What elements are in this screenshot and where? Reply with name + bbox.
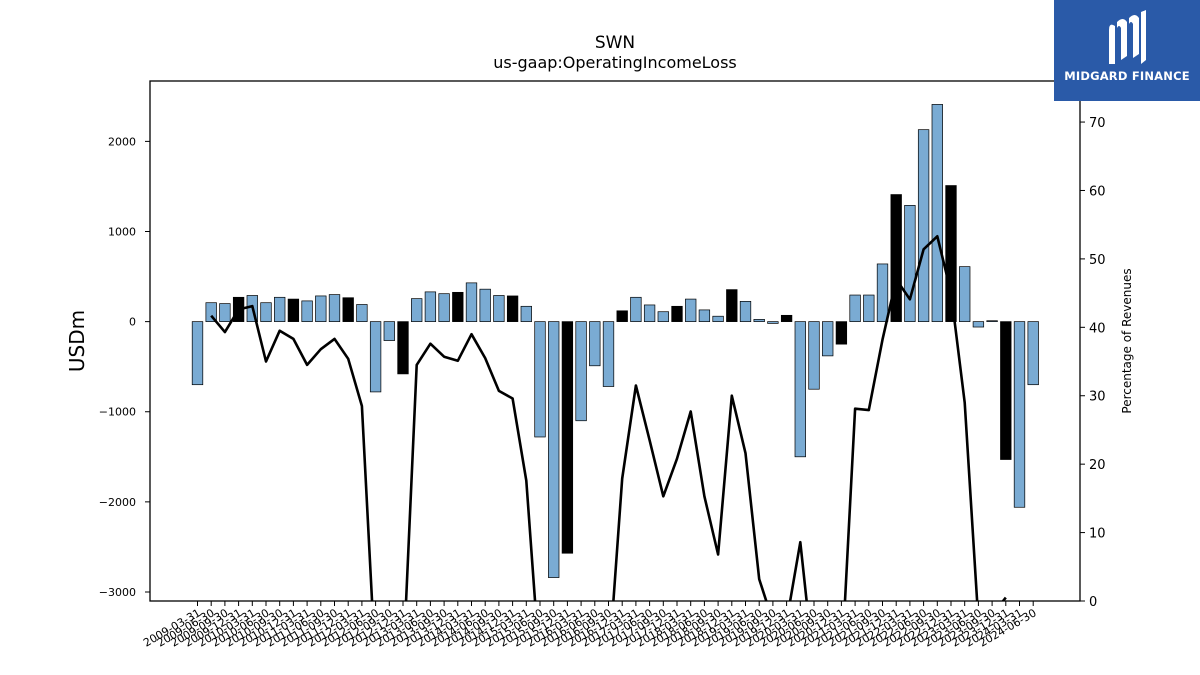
y-tick-label: −3000 xyxy=(99,586,136,599)
bar-2017-09-30 xyxy=(657,311,669,322)
bar-2012-03-31 xyxy=(356,304,368,322)
bar-2016-09-30 xyxy=(602,321,615,387)
bar-2017-03-31 xyxy=(630,296,642,322)
bar-2013-09-30 xyxy=(438,293,450,322)
brand-name: MIDGARD FINANCE xyxy=(1064,69,1190,83)
bar-2021-09-30 xyxy=(876,263,889,322)
bar-2012-12-31 xyxy=(397,321,409,375)
y-axis-right: 0 10 20 30 40 50 60 70 xyxy=(1080,116,1106,610)
y-tick-label: 2000 xyxy=(108,135,136,148)
y-tick-label: 1000 xyxy=(108,226,136,239)
pct-line-segment-0 xyxy=(210,304,374,601)
bar-2018-03-31 xyxy=(685,298,697,322)
bar-2014-09-30 xyxy=(493,295,505,322)
bar-2011-03-31 xyxy=(301,300,313,322)
x-axis: 2009-03-312009-06-302009-09-302009-12-31… xyxy=(141,601,1039,650)
bar-2014-06-30 xyxy=(479,288,491,322)
bar-2010-09-30 xyxy=(274,296,286,322)
bar-2009-09-30 xyxy=(219,303,231,322)
bar-2011-09-30 xyxy=(328,294,341,322)
bar-2018-09-30 xyxy=(712,315,724,322)
bar-2022-03-31 xyxy=(904,205,916,322)
bar-2016-03-31 xyxy=(575,321,587,422)
y2-tick-label: 70 xyxy=(1089,116,1106,131)
bar-2011-12-31 xyxy=(342,297,354,322)
bar-2019-12-31 xyxy=(780,314,793,322)
y-tick-label: 0 xyxy=(129,316,136,329)
bar-2021-12-31 xyxy=(890,194,902,322)
bar-2015-09-30 xyxy=(548,321,560,578)
bar-2020-06-30 xyxy=(808,321,820,390)
y2-tick-label: 10 xyxy=(1089,527,1106,542)
bar-2016-12-31 xyxy=(616,310,628,322)
brand-logo: MIDGARD FINANCE xyxy=(1054,0,1200,101)
bar-2020-03-31 xyxy=(794,321,806,458)
y2-tick-label: 20 xyxy=(1089,458,1106,473)
chart-subtitle: us-gaap:OperatingIncomeLoss xyxy=(493,53,737,72)
bar-2011-06-30 xyxy=(315,295,327,322)
bar-2013-06-30 xyxy=(424,291,437,322)
pct-line-segment-1 xyxy=(404,332,537,601)
y-tick-label: −2000 xyxy=(99,496,136,509)
y2-axis-label: Percentage of Revenues xyxy=(1120,268,1134,413)
bar-2015-06-30 xyxy=(534,321,546,438)
bar-2021-03-31 xyxy=(849,294,861,322)
bar-2021-06-30 xyxy=(863,294,875,322)
y2-tick-label: 60 xyxy=(1089,184,1106,199)
y2-tick-label: 50 xyxy=(1089,253,1106,268)
bar-2013-03-31 xyxy=(411,298,423,322)
pct-line-segment-3 xyxy=(843,235,1007,601)
bar-2010-12-31 xyxy=(287,298,300,322)
bar-2023-09-30 xyxy=(986,320,998,322)
bar-2012-09-30 xyxy=(383,321,395,341)
bar-2019-09-30 xyxy=(767,321,779,324)
bar-2020-12-31 xyxy=(835,321,848,345)
bar-2017-06-30 xyxy=(643,304,656,322)
percentage-line-group xyxy=(210,235,1007,601)
y2-tick-label: 30 xyxy=(1089,390,1106,405)
pct-line-segment-2 xyxy=(612,384,808,601)
bar-2018-12-31 xyxy=(726,289,738,322)
bar-2018-06-30 xyxy=(698,309,711,322)
bar-2020-09-30 xyxy=(822,321,834,357)
bar-2022-09-30 xyxy=(931,104,943,322)
bar-2016-06-30 xyxy=(589,321,601,367)
bar-2022-06-30 xyxy=(917,129,930,322)
bar-2019-06-30 xyxy=(753,319,765,322)
bar-2019-03-31 xyxy=(739,301,752,322)
bar-2014-12-31 xyxy=(506,295,519,322)
bar-2023-06-30 xyxy=(972,321,985,328)
bar-2015-12-31 xyxy=(561,321,574,554)
plot-frame xyxy=(149,80,1081,602)
bar-2023-12-31 xyxy=(1000,321,1012,460)
y-tick-label: −1000 xyxy=(99,406,136,419)
y-axis-label: USDm xyxy=(65,310,89,372)
y2-tick-label: 40 xyxy=(1089,321,1106,336)
bar-2009-03-31 xyxy=(191,321,204,386)
bar-2022-12-31 xyxy=(945,185,957,322)
bar-2024-06-30 xyxy=(1027,321,1039,386)
chart-title: SWN xyxy=(595,33,635,53)
midgard-m-icon xyxy=(1109,10,1146,65)
bar-group xyxy=(191,104,1039,578)
bar-2015-03-31 xyxy=(520,305,532,322)
bar-2017-12-31 xyxy=(671,305,683,322)
bar-2024-03-31 xyxy=(1013,321,1026,508)
bar-2012-06-30 xyxy=(369,321,382,393)
y-axis-left: −3000 −2000 −1000 0 1000 2000 xyxy=(99,135,150,599)
y2-tick-label: 0 xyxy=(1089,595,1097,610)
bar-2023-03-31 xyxy=(959,266,971,322)
bar-2013-12-31 xyxy=(452,291,464,322)
bar-2014-03-31 xyxy=(465,282,478,322)
bar-2010-06-30 xyxy=(260,302,272,322)
bar-2009-06-30 xyxy=(205,302,217,322)
